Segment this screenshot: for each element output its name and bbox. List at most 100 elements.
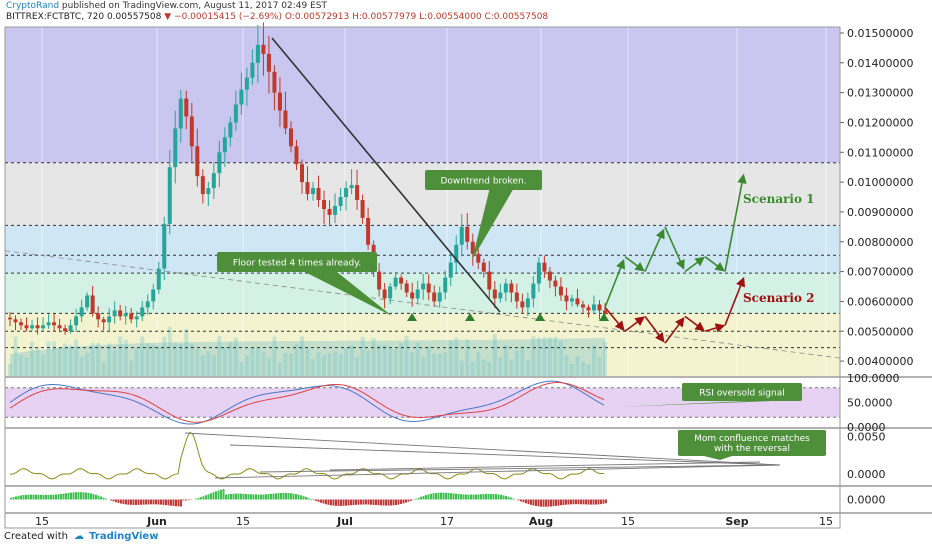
candle-body <box>415 289 420 299</box>
histogram-bar <box>160 499 162 505</box>
candle-body <box>173 128 178 168</box>
volume-bar <box>277 362 282 376</box>
tradingview-logo-icon[interactable]: ☁ <box>73 531 84 542</box>
histogram-bar <box>187 499 190 501</box>
volume-bar <box>514 350 519 376</box>
candle-body <box>349 185 354 189</box>
price-tick-label: 0.00800000 <box>847 236 913 249</box>
volume-bar <box>68 344 73 376</box>
candle-body <box>283 110 288 129</box>
histogram-bar <box>347 499 350 506</box>
histogram-bar <box>395 499 397 506</box>
footer: Created with ☁ TradingView <box>4 531 158 542</box>
created-with-text: Created with <box>4 531 68 542</box>
histogram-bar <box>480 494 482 500</box>
s2-segment <box>604 306 625 331</box>
volume-bar <box>569 363 574 376</box>
candle-body <box>316 188 321 201</box>
volume-bar <box>222 347 227 376</box>
candle-body <box>470 241 475 254</box>
volume-bar <box>459 360 464 376</box>
candle-body <box>68 325 73 332</box>
s1-segment <box>624 256 645 272</box>
momentum-trendline <box>184 432 781 466</box>
volume-bar <box>134 348 139 376</box>
candle-body <box>575 298 580 305</box>
candle-body <box>492 289 497 299</box>
floor-callout-text: Floor tested 4 times already. <box>233 259 361 269</box>
histogram-bar <box>72 492 75 500</box>
histogram-bar <box>597 499 600 505</box>
volume-bar <box>239 362 244 376</box>
mom-callout-box <box>678 430 826 456</box>
support-marker <box>407 313 417 321</box>
histogram-bar <box>530 499 532 505</box>
candle-body <box>311 188 316 195</box>
histogram-bar <box>20 495 22 500</box>
volume-bar <box>366 350 371 376</box>
histogram-bar <box>400 499 402 505</box>
histogram-bar <box>567 499 570 505</box>
histogram-bar <box>257 494 260 500</box>
time-tick-label: 15 <box>236 515 250 528</box>
volume-bar <box>470 361 475 376</box>
s2-segment <box>704 323 726 333</box>
candle-body <box>13 319 18 323</box>
histogram-bar <box>80 492 82 500</box>
volume-bar <box>322 355 327 376</box>
histogram-bar <box>452 493 455 500</box>
histogram-bar <box>12 497 15 500</box>
candle-body <box>525 298 530 308</box>
price-tick-label: 0.00400000 <box>847 355 913 368</box>
rsi-tick-label: 0.0000 <box>847 421 886 434</box>
volume-bar <box>305 348 310 376</box>
candle-body <box>542 262 547 272</box>
volume-bar <box>123 339 128 376</box>
histogram-bar <box>600 499 602 505</box>
candle-body <box>162 223 167 269</box>
price-zone <box>5 225 840 274</box>
author-name[interactable]: CryptoRand <box>6 1 60 11</box>
histogram-bar <box>490 493 492 500</box>
histogram-bar <box>285 492 287 500</box>
histogram-bar <box>70 492 72 500</box>
downtrend-callout-box <box>425 170 542 190</box>
candle-body <box>239 89 244 105</box>
volume-bar <box>107 343 112 376</box>
volume-bar <box>129 360 134 376</box>
s2-segment <box>624 316 645 332</box>
tradingview-brand[interactable]: TradingView <box>89 531 159 542</box>
histogram-bar <box>557 499 560 506</box>
volume-bar <box>426 346 431 376</box>
candle-body <box>503 283 508 293</box>
histogram-bar <box>495 494 497 500</box>
s2-segment <box>684 315 705 332</box>
histogram-bar <box>487 493 490 500</box>
histogram-bar <box>360 499 362 505</box>
volume-bar <box>272 336 277 376</box>
volume-bar <box>283 353 288 376</box>
volume-bar <box>492 334 497 376</box>
downtrend-callout-text: Downtrend broken. <box>440 177 526 187</box>
histogram-bar <box>562 499 565 505</box>
s1-segment <box>644 228 665 272</box>
histogram-bar <box>210 493 212 500</box>
candle-body <box>443 277 448 293</box>
candle-body <box>399 277 404 284</box>
candle-body <box>63 328 68 332</box>
candle-body <box>222 137 227 153</box>
histogram-bar <box>532 499 535 506</box>
volume-bar <box>586 363 591 376</box>
histogram-bar <box>90 493 92 500</box>
support-marker <box>465 313 475 321</box>
histogram-bar <box>442 492 445 500</box>
downtrend-callout: Downtrend broken. <box>425 170 542 260</box>
histogram-bar <box>165 499 167 506</box>
candle-body <box>465 226 470 242</box>
candle-body <box>393 277 398 287</box>
histogram-bar <box>342 499 345 506</box>
volume-bar <box>156 346 161 376</box>
s1-segment <box>704 256 725 272</box>
candle-body <box>101 319 106 323</box>
